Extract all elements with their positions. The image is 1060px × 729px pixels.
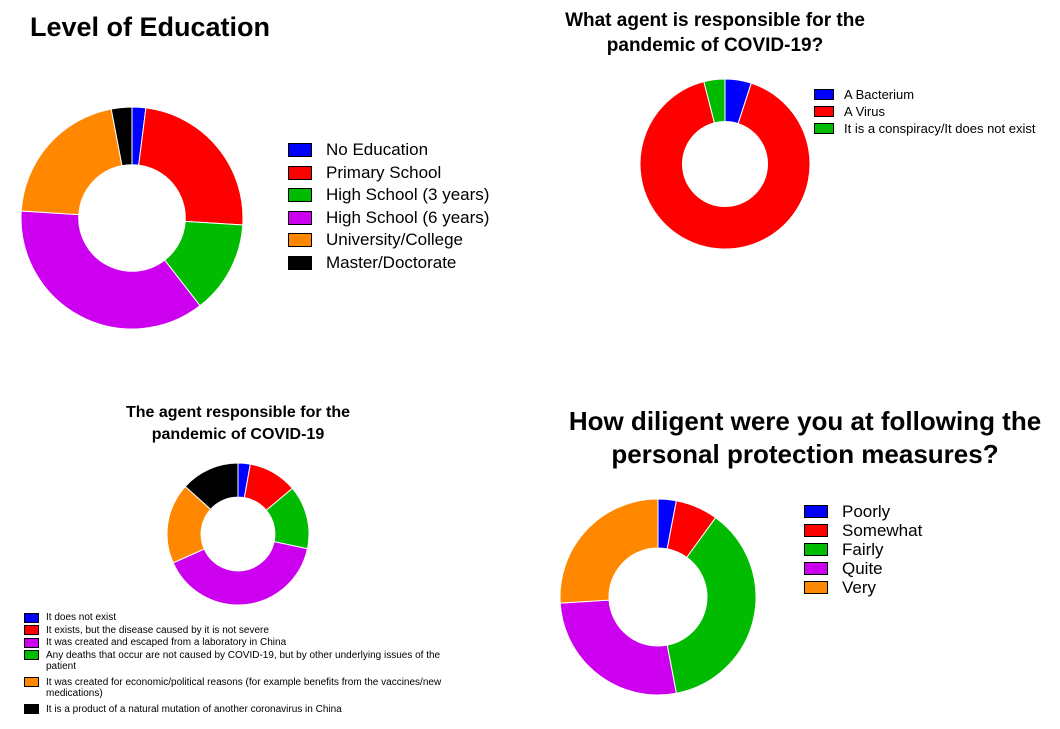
donut-agent [639, 78, 811, 250]
legend-label: Any deaths that occur are not caused by … [46, 649, 441, 673]
legend-label: A Bacterium [844, 87, 915, 102]
legend-swatch [288, 210, 312, 225]
legend-label: It is a product of a natural mutation of… [46, 703, 342, 715]
legend-label: University/College [326, 230, 463, 249]
donut-diligence [559, 498, 757, 696]
legend-swatch [24, 625, 39, 636]
legend-label: Primary School [326, 162, 442, 182]
slice-a-virus [639, 81, 811, 250]
slice-quite [559, 599, 677, 696]
slice-it-is-a-product-of-a-natural-mutation-of-another-coronavirus-in-china [184, 462, 239, 511]
legend-swatch [288, 233, 312, 248]
slice-it-was-created-and-escaped-from-a-laboratory-in-china [172, 541, 309, 606]
legend-swatch [814, 89, 834, 100]
slice-fairly [666, 517, 757, 694]
chart-title-line: The agent responsible for the [125, 404, 351, 421]
chart-title-line: How diligent were you at following the [568, 406, 1042, 436]
legend-label: High School (6 years) [326, 207, 490, 227]
slice-it-is-a-conspiracy-it-does-not-exist [703, 78, 726, 124]
chart-title-education: Level of Education [30, 10, 270, 44]
legend-swatch [24, 637, 39, 648]
legend-label: Very [842, 578, 877, 597]
legend-label: No Education [326, 140, 429, 159]
legend-swatch [288, 188, 312, 203]
legend-label: High School (3 years) [326, 185, 490, 204]
legend-swatch [24, 650, 39, 661]
legend-swatch [814, 106, 834, 117]
legend-swatch [24, 704, 39, 715]
legend-label: A Virus [844, 104, 885, 119]
legend-label: It was created for economic/political re… [46, 676, 442, 700]
chart-title-line: What agent is responsible for the [565, 10, 865, 31]
legend-swatch [804, 562, 828, 575]
legend-swatch [288, 255, 312, 270]
legend-label: Master/Doctorate [326, 252, 457, 272]
slice-master-doctorate [110, 106, 133, 167]
slice-university-college [20, 108, 123, 216]
slice-primary-school [138, 107, 244, 226]
legend-label: Somewhat [842, 521, 923, 540]
chart-title-line: personal protection measures? [611, 439, 999, 469]
slice-very [559, 498, 659, 604]
legend-label: Fairly [842, 540, 884, 559]
legend-swatch [804, 581, 828, 594]
legend-label: It does not exist [46, 612, 117, 623]
chart-title-line: pandemic of COVID-19? [606, 35, 824, 56]
legend-label: Poorly [842, 502, 891, 521]
legend-label: It exists, but the disease caused by it … [46, 624, 269, 636]
legend-label: It was created and escaped from a labora… [46, 637, 287, 648]
legend-swatch [24, 677, 39, 688]
legend-label: It is a conspiracy/It does not exist [844, 121, 1036, 136]
legend-swatch [24, 612, 39, 623]
donut-agent-origin [166, 462, 310, 606]
legend-swatch [814, 123, 834, 134]
legend-swatch [288, 165, 312, 180]
legend-swatch [804, 505, 828, 518]
chart-title-agent: What agent is responsible for the pandemi… [540, 8, 890, 58]
legend-label: Quite [842, 559, 883, 578]
chart-title-diligence: How diligent were you at following the pe… [555, 405, 1055, 471]
donut-education [20, 106, 244, 330]
slice-high-school-6-years [20, 210, 201, 330]
chart-title-agent-origin: The agent responsible for the pandemic of… [88, 402, 388, 446]
chart-title-line: Level of Education [30, 12, 271, 42]
legend-swatch [804, 543, 828, 556]
legend-swatch [288, 143, 312, 158]
chart-title-line: pandemic of COVID-19 [151, 426, 325, 443]
legend-swatch [804, 524, 828, 537]
